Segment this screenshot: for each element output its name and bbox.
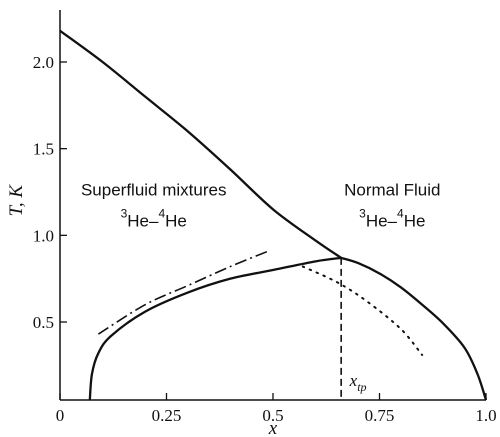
composition-label-normal: 3He–4He bbox=[359, 206, 425, 230]
isotope-superscript: 4 bbox=[158, 206, 165, 220]
series-line-solid-2 bbox=[340, 256, 488, 401]
marker-base: x bbox=[349, 371, 358, 390]
region-label-normal: Normal Fluid bbox=[344, 180, 440, 199]
x-tick-label: 0.25 bbox=[152, 406, 182, 425]
series-line-solid-1 bbox=[88, 256, 342, 401]
isotope-superscript: 4 bbox=[397, 206, 404, 220]
plot-frame bbox=[59, 10, 486, 401]
series-line-dotted-4 bbox=[301, 265, 424, 356]
ticks-layer: 0 0.25 0.5 0.75 1.0 0.5 1.0 1.5 2.0 bbox=[33, 53, 497, 425]
y-axis-title: T, K bbox=[6, 184, 27, 217]
y-tick-label: 0.5 bbox=[33, 313, 54, 332]
y-tick-label: 1.5 bbox=[33, 140, 54, 159]
marker-subscript: tp bbox=[357, 380, 366, 394]
isotope-superscript: 3 bbox=[121, 206, 128, 220]
x-tick-label: 0 bbox=[56, 406, 65, 425]
marker-label-xtp: xtp bbox=[349, 371, 367, 394]
region-label-superfluid: Superfluid mixtures bbox=[81, 180, 227, 199]
x-tick-label: 1.0 bbox=[475, 406, 496, 425]
isotope-symbol: He– bbox=[127, 211, 159, 230]
series-line-solid-0 bbox=[59, 29, 342, 259]
x-axis-title: x bbox=[268, 418, 278, 437]
series-line-dash-dot-3 bbox=[97, 250, 270, 335]
series-layer bbox=[59, 29, 488, 401]
composition-label-superfluid: 3He–4He bbox=[121, 206, 187, 230]
y-tick-label: 2.0 bbox=[33, 53, 54, 72]
y-tick-label: 1.0 bbox=[33, 226, 54, 245]
isotope-symbol: He– bbox=[366, 211, 398, 230]
x-tick-label: 0.5 bbox=[262, 406, 283, 425]
x-tick-label: 0.75 bbox=[365, 406, 395, 425]
isotope-symbol: He bbox=[165, 211, 187, 230]
isotope-superscript: 3 bbox=[359, 206, 366, 220]
isotope-symbol: He bbox=[404, 211, 426, 230]
